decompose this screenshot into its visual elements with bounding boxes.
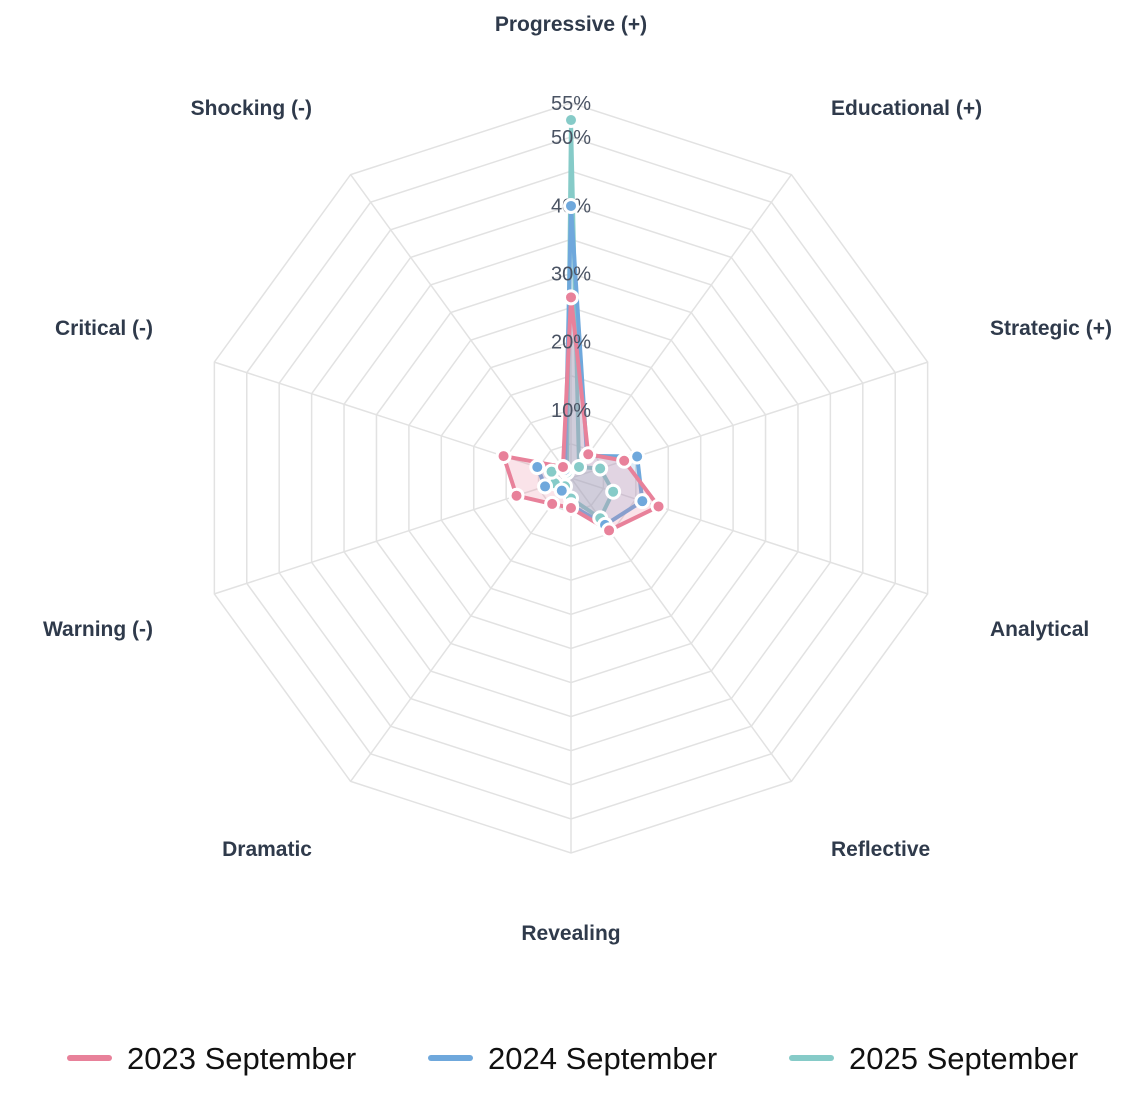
axis-label: Dramatic: [222, 838, 312, 861]
tick-label: 20%: [551, 332, 591, 354]
radar-ticks: 10%20%30%40%50%55%: [551, 93, 591, 422]
legend-label: 2023 September: [127, 1041, 356, 1076]
data-point[interactable]: [634, 493, 651, 510]
axis-label: Reflective: [831, 838, 930, 861]
data-point[interactable]: [650, 498, 667, 515]
grid-spoke: [349, 477, 572, 782]
data-point[interactable]: [629, 448, 646, 465]
tick-label: 55%: [551, 93, 591, 115]
data-point[interactable]: [605, 483, 622, 500]
legend-item[interactable]: 2025 September: [789, 1041, 1078, 1076]
data-point[interactable]: [580, 446, 597, 463]
legend-label: 2025 September: [849, 1041, 1078, 1076]
data-point[interactable]: [563, 500, 579, 516]
data-point[interactable]: [529, 459, 546, 476]
data-point[interactable]: [554, 458, 571, 475]
chart-legend: 2023 September 2024 September 2025 Septemb…: [67, 1041, 1078, 1076]
tick-label: 50%: [551, 127, 591, 149]
axis-label: Educational (+): [831, 97, 982, 120]
data-point[interactable]: [544, 495, 561, 512]
data-point[interactable]: [616, 452, 633, 469]
axis-label: Critical (-): [55, 317, 153, 340]
radar-points: [495, 112, 667, 539]
legend-item[interactable]: 2024 September: [428, 1041, 717, 1076]
grid-spoke: [570, 477, 928, 595]
data-point[interactable]: [563, 289, 579, 306]
data-point[interactable]: [508, 487, 525, 504]
data-point[interactable]: [495, 448, 512, 465]
data-point[interactable]: [601, 522, 618, 539]
axis-label: Strategic (+): [990, 317, 1112, 340]
axis-label: Shocking (-): [191, 97, 312, 120]
legend-label: 2024 September: [488, 1041, 717, 1076]
data-point[interactable]: [592, 460, 609, 477]
axis-label: Progressive (+): [495, 13, 647, 36]
radar-grid: [213, 102, 929, 854]
axis-label: Revealing: [521, 922, 620, 945]
radar-axis-labels: Progressive (+) Educational (+) Strategic …: [43, 13, 1112, 945]
tick-label: 30%: [551, 263, 591, 285]
axis-label: Analytical: [990, 618, 1089, 641]
data-point[interactable]: [563, 197, 579, 214]
tick-label: 10%: [551, 400, 591, 422]
grid-spoke: [349, 174, 572, 479]
data-point[interactable]: [553, 482, 570, 499]
axis-label: Warning (-): [43, 618, 153, 641]
data-point[interactable]: [537, 478, 554, 495]
data-point[interactable]: [563, 112, 579, 129]
grid-spoke: [570, 174, 793, 479]
legend-item[interactable]: 2023 September: [67, 1041, 356, 1076]
